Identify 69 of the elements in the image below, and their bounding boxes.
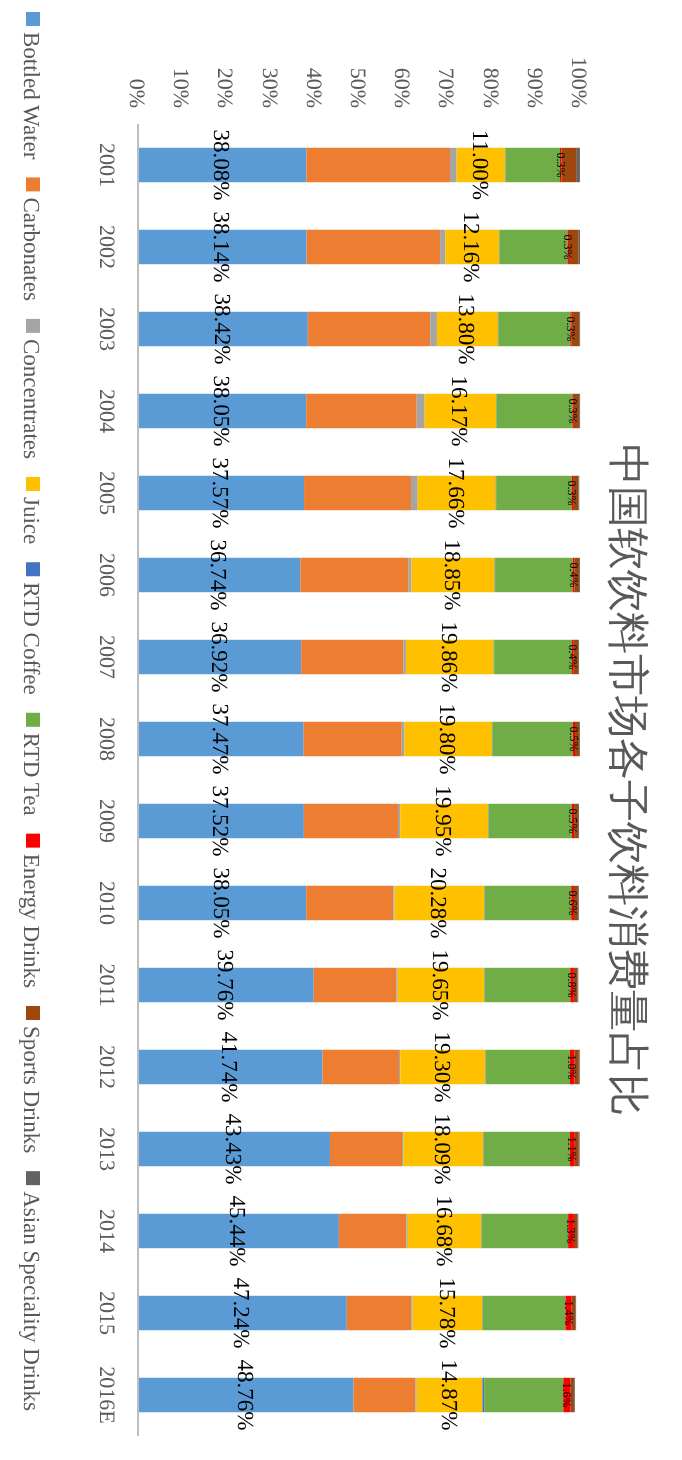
data-label: 14.87% (435, 1359, 460, 1432)
data-label: 45.44% (224, 1195, 249, 1268)
data-label: 43.43% (219, 1113, 244, 1186)
data-label: 39.76% (211, 949, 236, 1022)
data-label: 19.86% (435, 621, 460, 694)
y-tick-label: 2010 (94, 881, 118, 926)
x-tick-label: 90% (521, 67, 546, 108)
x-tick-label: 50% (345, 67, 369, 108)
x-tick-label: 20% (212, 67, 237, 108)
data-label: 18.85% (438, 539, 463, 612)
data-label: 19.80% (434, 703, 459, 776)
data-label: 19.30% (428, 1031, 453, 1104)
legend-label: Carbonates (18, 197, 42, 302)
x-tick-label: 30% (256, 67, 281, 108)
y-tick-label: 2013 (94, 1127, 118, 1172)
data-label: 38.14% (208, 211, 233, 284)
data-label: 11.00% (466, 129, 491, 201)
data-label: 38.08% (208, 129, 233, 202)
x-tick-label: 40% (300, 67, 325, 108)
y-tick-label: 2004 (94, 389, 118, 434)
y-tick-label: 2003 (94, 307, 118, 352)
data-label: 12.16% (458, 211, 483, 284)
y-tick-label: 2009 (94, 799, 118, 844)
data-label: 17.66% (442, 457, 467, 530)
legend-label: Asian Speciality Drinks (18, 1191, 42, 1412)
y-tick-label: 2001 (94, 143, 118, 187)
x-tick-label: 0% (124, 78, 148, 108)
y-tick-label: 2011 (94, 963, 118, 1007)
data-label: 37.57% (207, 457, 232, 530)
data-label: 15.78% (433, 1277, 458, 1350)
data-label: 36.92% (205, 621, 230, 694)
data-label: 38.05% (208, 375, 233, 448)
data-label: 36.74% (205, 539, 230, 612)
y-tick-label: 2012 (94, 1045, 118, 1089)
legend-label: Concentrates (18, 338, 42, 460)
data-label: 38.42% (208, 293, 233, 366)
legend-label: Sports Drinks (18, 1026, 42, 1155)
y-tick-label: 2007 (94, 635, 118, 680)
data-label: 38.05% (208, 867, 233, 940)
data-label: 20.28% (425, 867, 450, 940)
text: 中国软饮料市场各子饮料消费量占比 (604, 444, 652, 1116)
data-label: 41.74% (216, 1031, 241, 1104)
y-tick-label: 2015 (94, 1291, 118, 1336)
y-tick-label: 2002 (94, 225, 118, 269)
legend-label: Bottled Water (18, 32, 42, 160)
data-label: 48.76% (231, 1359, 256, 1432)
legend-label: RTD Coffee (18, 582, 42, 695)
y-tick-label: 2005 (94, 471, 118, 516)
data-label: 16.68% (430, 1195, 455, 1268)
data-label: 37.52% (206, 785, 231, 858)
data-label: 13.80% (453, 293, 478, 366)
y-tick-label: 2008 (94, 717, 118, 762)
legend-label: Juice (18, 496, 42, 545)
data-label: 47.24% (228, 1277, 253, 1350)
x-tick-label: 10% (168, 67, 193, 108)
x-tick-label: 80% (477, 67, 502, 108)
y-tick-label: 2006 (94, 553, 118, 598)
data-label: 37.47% (206, 703, 231, 776)
y-tick-label: 2014 (94, 1209, 118, 1254)
legend-label: RTD Tea (18, 732, 42, 816)
data-label: 19.65% (427, 949, 452, 1022)
x-tick-label: 70% (433, 67, 458, 108)
x-tick-label: 60% (389, 67, 414, 108)
data-label: 19.95% (430, 785, 455, 858)
data-label: 18.09% (429, 1113, 454, 1186)
legend-label: Energy Drinks (18, 853, 42, 990)
data-label: 16.17% (446, 375, 471, 448)
y-tick-label: 2016E (94, 1366, 118, 1425)
x-tick-label: 100% (566, 56, 590, 108)
